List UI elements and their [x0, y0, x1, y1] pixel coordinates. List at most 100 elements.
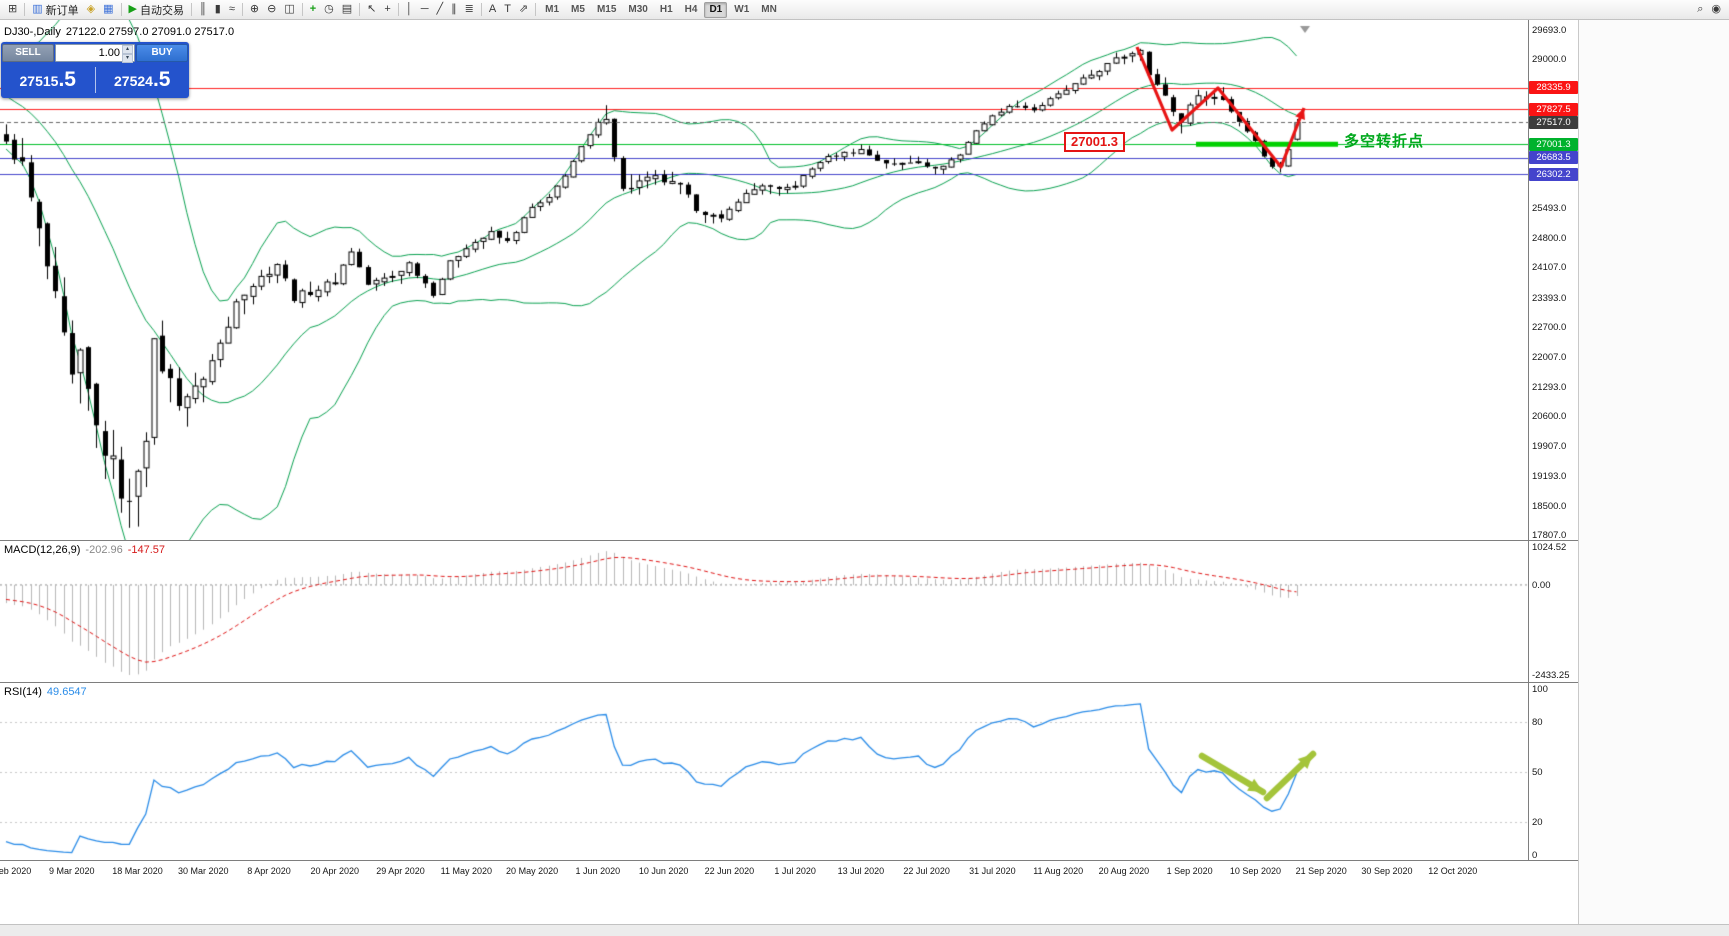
macd-axis-tick: 0.00	[1532, 579, 1551, 591]
horizontal-line-icon[interactable]: ─	[417, 1, 433, 18]
axis-border-line	[1528, 20, 1529, 861]
time-axis-label: 30 Mar 2020	[177, 866, 229, 876]
rsi-indicator-pane: RSI(14) 49.6547 100 80 50 20 0	[0, 682, 1578, 860]
time-axis-label: 1 Jul 2020	[774, 866, 816, 876]
volume-spinner: ▴ ▾	[122, 44, 133, 63]
sell-price[interactable]: 27515.5	[1, 68, 95, 92]
trendline-icon[interactable]: ╱	[433, 1, 448, 18]
timeframe-h4-button[interactable]: H4	[684, 3, 698, 15]
price-tag: 27001.3	[1529, 137, 1578, 151]
time-axis-label: 10 Sep 2020	[1229, 866, 1281, 876]
tile-windows-icon[interactable]: ◫	[280, 1, 298, 18]
macd-axis-tick: -2433.25	[1532, 670, 1570, 681]
volume-decrease-button[interactable]: ▾	[122, 53, 133, 63]
timeframe-h1-button[interactable]: H1	[659, 3, 673, 15]
timeframe-m1-button[interactable]: M1	[545, 3, 560, 15]
macd-axis[interactable]: 1024.52 0.00 -2433.25	[1529, 541, 1578, 682]
sell-button[interactable]: SELL	[2, 43, 54, 62]
volume-increase-button[interactable]: ▴	[122, 44, 133, 54]
periods-icon[interactable]: ◷	[320, 1, 338, 18]
rsi-axis-tick: 80	[1532, 717, 1543, 729]
vertical-line-icon[interactable]: │	[402, 1, 417, 18]
templates-icon[interactable]: ▤	[338, 1, 356, 18]
line-chart-icon[interactable]: ≈	[225, 1, 239, 18]
rsi-label: RSI(14) 49.6547	[4, 686, 87, 698]
buy-button[interactable]: BUY	[136, 43, 188, 62]
macd-label: MACD(12,26,9) -202.96 -147.57	[4, 544, 165, 556]
time-axis-label: 18 Mar 2020	[112, 866, 163, 876]
time-axis-label: 31 Jul 2020	[969, 866, 1016, 876]
crosshair-icon[interactable]: +	[380, 1, 394, 18]
timeframe-m15-button[interactable]: M15	[596, 3, 617, 15]
rsi-axis[interactable]: 100 80 50 20 0	[1529, 683, 1578, 860]
pivot-annotation-text[interactable]: 多空转折点	[1344, 133, 1425, 150]
arrows-icon: ⇗	[518, 3, 529, 15]
toolbar-separator	[190, 3, 192, 16]
fibonacci-icon[interactable]: ≣	[461, 1, 478, 18]
time-axis-label: 8 Apr 2020	[247, 866, 291, 876]
one-click-prices: 27515.5 27524.5	[1, 63, 189, 97]
zoom-out-icon[interactable]: ⊖	[263, 1, 280, 18]
volume-box: ▴ ▾	[55, 43, 135, 63]
candlestick-icon[interactable]: ▮	[211, 1, 225, 18]
rsi-name: RSI(14)	[4, 686, 42, 698]
timeframe-w1-button[interactable]: W1	[734, 3, 750, 15]
price-axis-tick: 19907.0	[1532, 440, 1567, 452]
new-chart-icon[interactable]: ⊞	[4, 1, 21, 18]
price-axis-tick: 22700.0	[1532, 322, 1567, 334]
pivot-price-callout[interactable]: 27001.3	[1064, 132, 1125, 152]
cursor-icon[interactable]: ↖	[363, 1, 380, 18]
price-chart-canvas[interactable]	[0, 20, 1528, 540]
time-axis-label: 20 Aug 2020	[1098, 866, 1150, 876]
timeframe-mn-button[interactable]: MN	[761, 3, 777, 15]
new-order-button-label: 新订单	[45, 4, 79, 17]
community-icon[interactable]: ◉	[1707, 1, 1725, 18]
macd-indicator-pane: MACD(12,26,9) -202.96 -147.57 1024.52 0.00 -…	[0, 540, 1578, 682]
bar-chart-icon[interactable]: ║	[195, 1, 211, 18]
new-order-button[interactable]: ▥ 新订单	[28, 1, 82, 18]
rsi-canvas[interactable]	[0, 683, 1528, 860]
toolbar-separator	[24, 3, 26, 16]
templates-icon: ▤	[341, 3, 353, 15]
label-icon[interactable]: T	[500, 1, 515, 18]
terminal-icon[interactable]: ▦	[99, 1, 117, 18]
timeframe-toolbar: M1 M5 M15 M30 H1 H4 D1 W1 MN	[539, 0, 783, 19]
price-axis-tick: 18500.0	[1532, 500, 1567, 512]
new-chart-icon: ⊞	[8, 3, 18, 15]
timeframe-d1-button[interactable]: D1	[704, 1, 728, 18]
text-icon: A	[488, 3, 497, 15]
macd-canvas[interactable]	[0, 541, 1528, 682]
text-icon[interactable]: A	[485, 1, 500, 18]
metaeditor-icon[interactable]: ◈	[83, 1, 99, 18]
time-axis-label: 29 Apr 2020	[376, 866, 425, 876]
tile-windows-icon: ◫	[284, 3, 295, 15]
timeframe-m30-button[interactable]: M30	[628, 3, 648, 15]
toolbar-buttons: ⊞ ▥ 新订单 ◈ ▦ ▶ 自动交易 ║ ▮ ≈ ⊕ ⊖ ◫ + ◷ ▤ ↖ + │ ─ ╱ ∥ ≣ A T ⇗	[4, 0, 539, 19]
terminal-icon: ▦	[103, 3, 114, 15]
rsi-axis-tick: 0	[1532, 850, 1538, 860]
timeframe-m5-button[interactable]: M5	[571, 3, 585, 15]
right-workspace-panel	[1578, 20, 1729, 924]
crosshair-icon: +	[384, 3, 391, 15]
autotrading-button-label: 自动交易	[139, 4, 184, 17]
indicators-icon[interactable]: +	[306, 1, 320, 18]
label-icon: T	[504, 3, 511, 15]
price-tag: 27517.0	[1529, 115, 1578, 129]
search-icon[interactable]: ⌕	[1693, 1, 1707, 18]
indicators-icon: +	[309, 3, 317, 15]
buy-price[interactable]: 27524.5	[96, 68, 190, 92]
arrows-icon[interactable]: ⇗	[515, 1, 532, 18]
price-axis-tick: 24107.0	[1532, 262, 1567, 274]
time-axis-label: 20 May 2020	[506, 866, 559, 876]
autotrading-button[interactable]: ▶ 自动交易	[125, 1, 188, 18]
line-chart-icon: ≈	[228, 3, 235, 15]
price-tag: 26683.5	[1529, 151, 1578, 165]
time-axis[interactable]: 26 Feb 2020 9 Mar 2020 18 Mar 2020 30 Mar 2…	[0, 860, 1578, 882]
price-axis[interactable]: 29693.0 29000.0 25493.0 24800.0 24107.0 23393…	[1529, 20, 1578, 540]
zoom-in-icon[interactable]: ⊕	[246, 1, 263, 18]
toolbar-separator	[359, 3, 361, 16]
channel-icon[interactable]: ∥	[447, 1, 461, 18]
volume-input[interactable]	[56, 44, 134, 61]
zoom-out-icon: ⊖	[267, 3, 277, 15]
